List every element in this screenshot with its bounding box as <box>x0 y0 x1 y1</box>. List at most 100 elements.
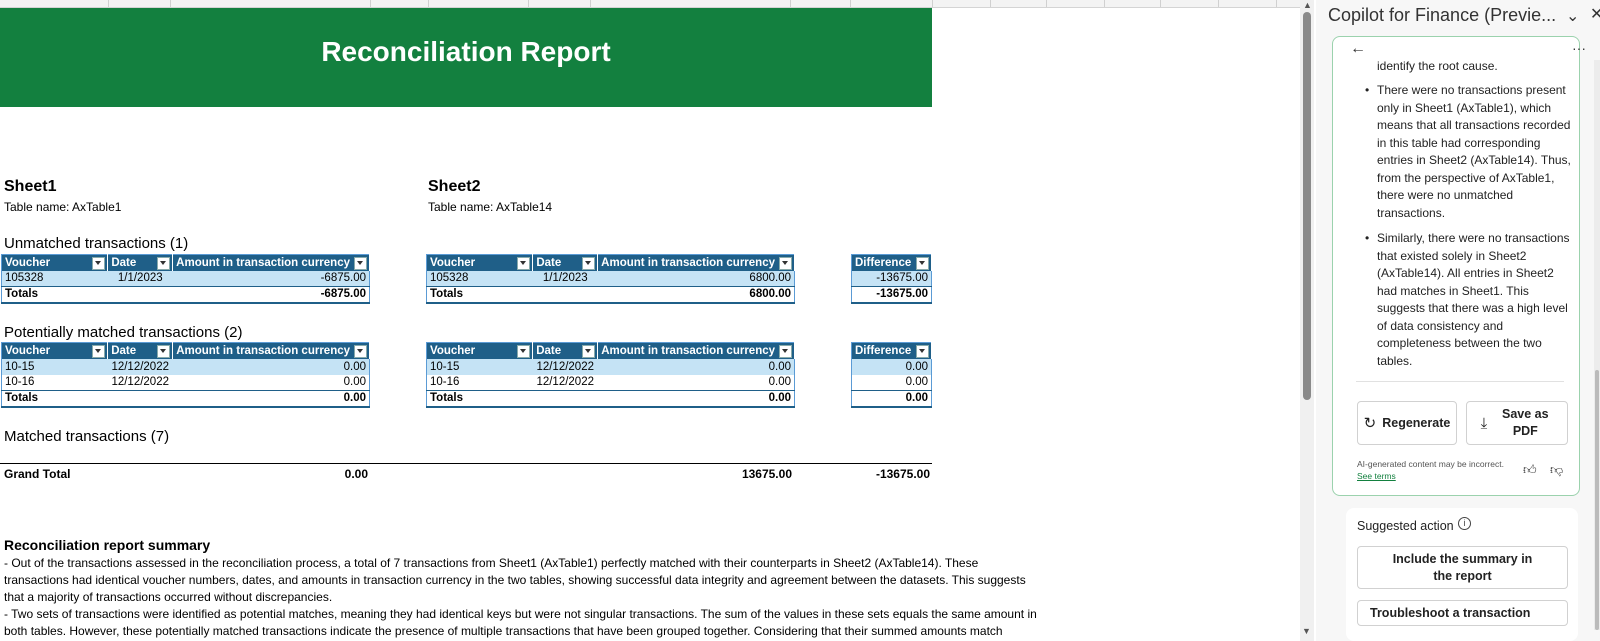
amount-cell[interactable]: -6875.00 <box>172 270 370 287</box>
header-amount[interactable]: Amount in transaction currency <box>597 342 795 359</box>
header-voucher[interactable]: Voucher <box>1 342 109 359</box>
chevron-down-icon[interactable] <box>157 345 171 358</box>
save-as-pdf-button[interactable]: ⤓ Save as PDF <box>1466 401 1568 445</box>
difference-total-cell[interactable]: -13675.00 <box>851 286 932 304</box>
difference-cell[interactable]: 0.00 <box>851 358 932 375</box>
difference-cell[interactable]: 0.00 <box>851 374 932 391</box>
header-voucher[interactable]: Voucher <box>426 342 534 359</box>
difference-total-cell[interactable]: 0.00 <box>851 390 932 408</box>
chevron-down-icon[interactable] <box>916 257 929 270</box>
table-row[interactable]: 105328 1/1/2023 6800.00 <box>426 270 795 287</box>
header-amount[interactable]: Amount in transaction currency <box>172 254 370 271</box>
header-date[interactable]: Date <box>107 254 174 271</box>
more-icon[interactable]: ··· <box>1572 40 1586 56</box>
header-voucher[interactable]: Voucher <box>1 254 109 271</box>
chevron-down-icon[interactable] <box>517 345 531 358</box>
date-cell[interactable]: 1/1/2023 <box>532 270 598 287</box>
header-difference[interactable]: Difference <box>851 342 932 359</box>
amount-cell[interactable]: 0.00 <box>172 374 370 391</box>
date-cell[interactable]: 12/12/2022 <box>532 374 598 391</box>
total-cell[interactable]: -6875.00 <box>172 286 370 304</box>
voucher-cell[interactable]: 10-15 <box>1 358 108 375</box>
pane-scrollbar-thumb[interactable] <box>1595 370 1599 630</box>
header-voucher[interactable]: Voucher <box>426 254 534 271</box>
thumbs-up-icon[interactable]: 👍︎ <box>1523 462 1537 477</box>
difference-cell[interactable]: -13675.00 <box>851 270 932 287</box>
header-difference[interactable]: Difference <box>851 254 932 271</box>
amount-cell[interactable]: 6800.00 <box>597 270 795 287</box>
unmatched-sheet1-table[interactable]: Voucher Date Amount in transaction curre… <box>1 254 370 304</box>
header-amount[interactable]: Amount in transaction currency <box>172 342 370 359</box>
grand-total-sheet2[interactable]: 13675.00 <box>741 467 792 481</box>
totals-label[interactable]: Totals <box>426 286 533 304</box>
grand-total-sheet1[interactable]: 0.00 <box>344 467 368 481</box>
scrollbar-thumb[interactable] <box>1303 12 1311 400</box>
table-row[interactable]: 10-16 12/12/2022 0.00 <box>1 374 370 391</box>
table-row[interactable]: 105328 1/1/2023 -6875.00 <box>1 270 370 287</box>
regenerate-button[interactable]: ↻ Regenerate <box>1357 401 1457 445</box>
totals-row[interactable]: Totals 0.00 <box>1 390 370 408</box>
empty-cell[interactable] <box>107 390 173 408</box>
chevron-down-icon[interactable] <box>92 345 106 358</box>
chevron-down-icon[interactable] <box>916 345 929 358</box>
header-date[interactable]: Date <box>107 342 174 359</box>
totals-row[interactable]: Totals 6800.00 <box>426 286 795 304</box>
amount-cell[interactable]: 0.00 <box>597 358 795 375</box>
grand-total-difference[interactable]: -13675.00 <box>875 467 930 481</box>
close-icon[interactable]: ✕ <box>1590 6 1600 23</box>
unmatched-difference-table[interactable]: Difference -13675.00 -13675.00 <box>851 254 932 304</box>
header-date[interactable]: Date <box>532 342 599 359</box>
totals-label[interactable]: Totals <box>1 390 108 408</box>
table-row[interactable]: 10-16 12/12/2022 0.00 <box>426 374 795 391</box>
column-header-strip[interactable] <box>0 0 1300 8</box>
date-cell[interactable]: 1/1/2023 <box>107 270 173 287</box>
total-cell[interactable]: 0.00 <box>172 390 370 408</box>
empty-cell[interactable] <box>532 286 598 304</box>
amount-cell[interactable]: 0.00 <box>597 374 795 391</box>
chevron-down-icon[interactable] <box>779 257 792 270</box>
unmatched-sheet2-table[interactable]: Voucher Date Amount in transaction curre… <box>426 254 795 304</box>
header-amount[interactable]: Amount in transaction currency <box>597 254 795 271</box>
scroll-down-icon[interactable]: ▼ <box>1302 626 1311 636</box>
empty-cell[interactable] <box>107 286 173 304</box>
include-summary-button[interactable]: Include the summary in the report <box>1357 546 1568 589</box>
totals-label[interactable]: Totals <box>426 390 533 408</box>
scroll-up-icon[interactable]: ▲ <box>1303 0 1312 10</box>
potential-sheet1-table[interactable]: Voucher Date Amount in transaction curre… <box>1 342 370 408</box>
info-icon[interactable]: i <box>1458 517 1471 530</box>
date-cell[interactable]: 12/12/2022 <box>107 358 173 375</box>
chevron-down-icon[interactable] <box>354 257 367 270</box>
chevron-down-icon[interactable] <box>354 345 367 358</box>
amount-cell[interactable]: 0.00 <box>172 358 370 375</box>
empty-cell[interactable] <box>532 390 598 408</box>
totals-label[interactable]: Totals <box>1 286 108 304</box>
date-cell[interactable]: 12/12/2022 <box>107 374 173 391</box>
pane-scrollbar[interactable] <box>1594 60 1600 630</box>
voucher-cell[interactable]: 10-16 <box>1 374 108 391</box>
voucher-cell[interactable]: 105328 <box>1 270 108 287</box>
chevron-down-icon[interactable]: ⌄ <box>1566 8 1580 25</box>
table-row[interactable]: 10-15 12/12/2022 0.00 <box>426 358 795 375</box>
total-cell[interactable]: 6800.00 <box>597 286 795 304</box>
voucher-cell[interactable]: 105328 <box>426 270 533 287</box>
grand-total-label[interactable]: Grand Total <box>4 467 71 481</box>
header-date[interactable]: Date <box>532 254 599 271</box>
see-terms-link[interactable]: See terms <box>1357 471 1396 481</box>
total-cell[interactable]: 0.00 <box>597 390 795 408</box>
totals-row[interactable]: Totals 0.00 <box>426 390 795 408</box>
spreadsheet-grid[interactable]: Reconciliation Report Sheet1 Table name:… <box>0 0 1300 641</box>
chevron-down-icon[interactable] <box>92 257 106 270</box>
voucher-cell[interactable]: 10-16 <box>426 374 533 391</box>
totals-row[interactable]: Totals -6875.00 <box>1 286 370 304</box>
back-arrow-icon[interactable]: ← <box>1350 40 1366 57</box>
potential-difference-table[interactable]: Difference 0.00 0.00 0.00 <box>851 342 932 408</box>
chevron-down-icon[interactable] <box>517 257 531 270</box>
chevron-down-icon[interactable] <box>582 257 596 270</box>
chevron-down-icon[interactable] <box>157 257 171 270</box>
potential-sheet2-table[interactable]: Voucher Date Amount in transaction curre… <box>426 342 795 408</box>
table-row[interactable]: 10-15 12/12/2022 0.00 <box>1 358 370 375</box>
voucher-cell[interactable]: 10-15 <box>426 358 533 375</box>
thumbs-down-icon[interactable]: 👎︎ <box>1550 462 1564 477</box>
chevron-down-icon[interactable] <box>779 345 792 358</box>
date-cell[interactable]: 12/12/2022 <box>532 358 598 375</box>
